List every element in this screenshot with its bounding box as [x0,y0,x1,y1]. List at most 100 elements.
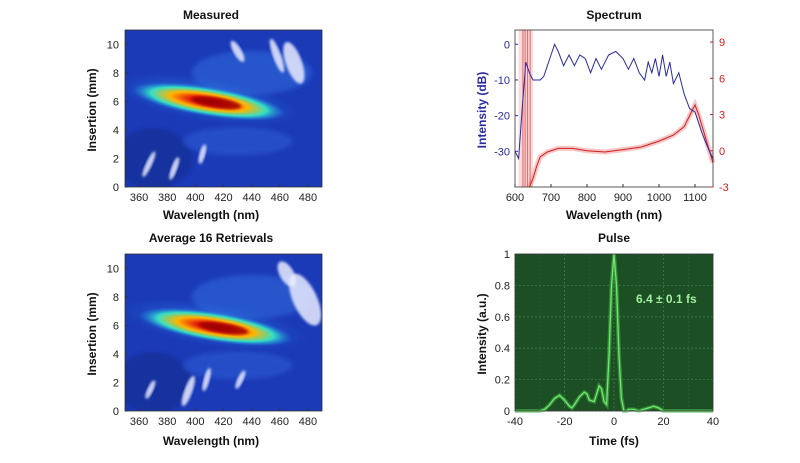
measured-xtick-label: 460 [271,192,289,204]
measured-ytick-label: 8 [113,68,119,80]
measured-streak [142,151,156,177]
spectrum-ylabel: Intensity (dB) [475,72,489,149]
measured-panel: Measured 360 380 400 420 440 460 480 0 2 4 6 8 10 Wa… [85,8,323,222]
pulse-xtick-label: 0 [611,416,617,428]
retrieved-streak [235,370,246,389]
pulse-xtick-label: -40 [507,416,523,428]
measured-ytick-label: 0 [113,182,119,194]
pulse-ytick-label: 0 [504,406,510,418]
spectrum-y2tick-label: -3 [719,182,729,194]
spectrum-xtick-label: 800 [578,192,596,204]
pulse-ytick-label: 0.8 [495,280,510,292]
pulse-frame [514,253,714,412]
spectrum-title: Spectrum [586,8,641,22]
spectrum-y2tick-label: 3 [719,110,725,122]
measured-streak [198,144,207,164]
retrieved-map [125,254,322,411]
retrieved-axes: 360 380 400 420 440 460 480 0 2 4 6 8 10 [107,253,323,428]
measured-xtick-label: 440 [242,192,260,204]
spectrum-phase-band [518,30,533,187]
spectrum-plot-area [515,30,713,187]
retrieved-streak [289,273,322,326]
pulse-plot-area [515,254,713,411]
pulse-xtick-label: 40 [707,416,719,428]
spectrum-frame [514,29,714,188]
spectrum-xtick-label: 1000 [647,192,671,204]
retrieved-shadow [125,352,194,411]
retrieved-title: Average 16 Retrievals [149,231,274,245]
retrieved-ytick-label: 10 [107,263,119,275]
spectrum-axes: 600 700 800 900 1000 1100 0 -10 -20 -30 9 6 3 0 -3 [494,29,729,204]
retrieved-streak [181,375,195,407]
spectrum-xtick-label: 1100 [683,192,707,204]
spectrum-y2tick-label: 6 [719,73,725,85]
measured-xtick-label: 420 [214,192,232,204]
retrieved-streak [145,380,156,399]
retrieved-xtick-label: 460 [271,416,289,428]
spectrum-y2tick-label: 0 [719,146,725,158]
retrieved-xtick-label: 380 [158,416,176,428]
measured-ytick-label: 10 [107,39,119,51]
measured-title: Measured [183,8,239,22]
spectrum-ytick-label: 0 [504,39,510,51]
measured-ytick-label: 6 [113,96,119,108]
spectrum-y2tick-label: 9 [719,37,725,49]
pulse-title: Pulse [598,231,630,245]
spectrum-xtick-label: 600 [506,192,524,204]
measured-ytick-label: 4 [113,125,119,137]
measured-peak [191,96,242,110]
measured-xlabel: Wavelength (nm) [163,208,259,222]
retrieved-ytick-label: 8 [113,292,119,304]
phase-line [528,103,714,188]
measured-streak [230,40,245,62]
retrieved-xtick-label: 360 [130,416,148,428]
spectrum-ytick-label: -10 [494,75,510,87]
retrieved-xtick-label: 400 [186,416,204,428]
pulse-ytick-label: 0.6 [495,312,510,324]
retrieved-ytick-label: 6 [113,320,119,332]
pulse-ylabel: Intensity (a.u.) [475,293,489,374]
retrieved-ytick-label: 0 [113,406,119,418]
pulse-ytick-label: 0.4 [495,343,510,355]
pulse-annotation: 6.4 ± 0.1 fs [636,292,697,306]
spectrum-panel: Spectrum 600 700 800 900 1000 11000-10-20-309… [475,8,729,222]
retrieved-xtick-label: 480 [299,416,317,428]
pulse-panel: Pulse -40 -20 0 20 40 0 0.2 0.4 0.6 0.8 1 6.4 ± 0.… [475,231,719,448]
retrieved-peak [198,321,249,335]
measured-xtick-label: 480 [299,192,317,204]
measured-axes: 360 380 400 420 440 460 480 0 2 4 6 8 10 [107,29,323,204]
pulse-xlabel: Time (fs) [589,434,639,448]
retrieved-ytick-label: 2 [113,377,119,389]
retrieved-lower-glow [182,351,293,380]
pulse-ytick-label: 1 [504,249,510,261]
spectrum-ytick-label: -20 [494,111,510,123]
pulse-ytick-label: 0.2 [495,375,510,387]
measured-streak [283,41,305,84]
measured-streak [269,38,285,73]
pulse-axes: -40 -20 0 20 40 0 0.2 0.4 0.6 0.8 1 [495,249,719,428]
measured-shadow [125,128,194,187]
measured-heatmap [125,30,322,187]
retrieved-heatmap [125,254,322,411]
spectrum-xtick-label: 700 [542,192,560,204]
pulse-xtick-label: 20 [657,416,669,428]
retrieved-streak [202,367,211,392]
retrieved-ylabel: Insertion (mm) [85,292,99,375]
measured-streak [169,157,180,180]
retrieved-panel: Average 16 Retrievals 360 380 400 420 440 460… [85,231,323,448]
measured-xtick-label: 400 [186,192,204,204]
spectrum-xlabel: Wavelength (nm) [566,208,662,222]
retrieved-xtick-label: 440 [242,416,260,428]
retrieved-xtick-label: 420 [214,416,232,428]
measured-lower-glow [182,127,293,156]
measured-map [125,30,322,187]
measured-xtick-label: 360 [130,192,148,204]
pulse-line [515,253,713,412]
measured-ylabel: Insertion (mm) [85,68,99,151]
measured-ytick-label: 2 [113,153,119,165]
spectrum-ytick-label: -30 [494,146,510,158]
intensity-line [514,43,714,161]
retrieved-ytick-label: 4 [113,349,119,361]
retrieved-xlabel: Wavelength (nm) [163,434,259,448]
